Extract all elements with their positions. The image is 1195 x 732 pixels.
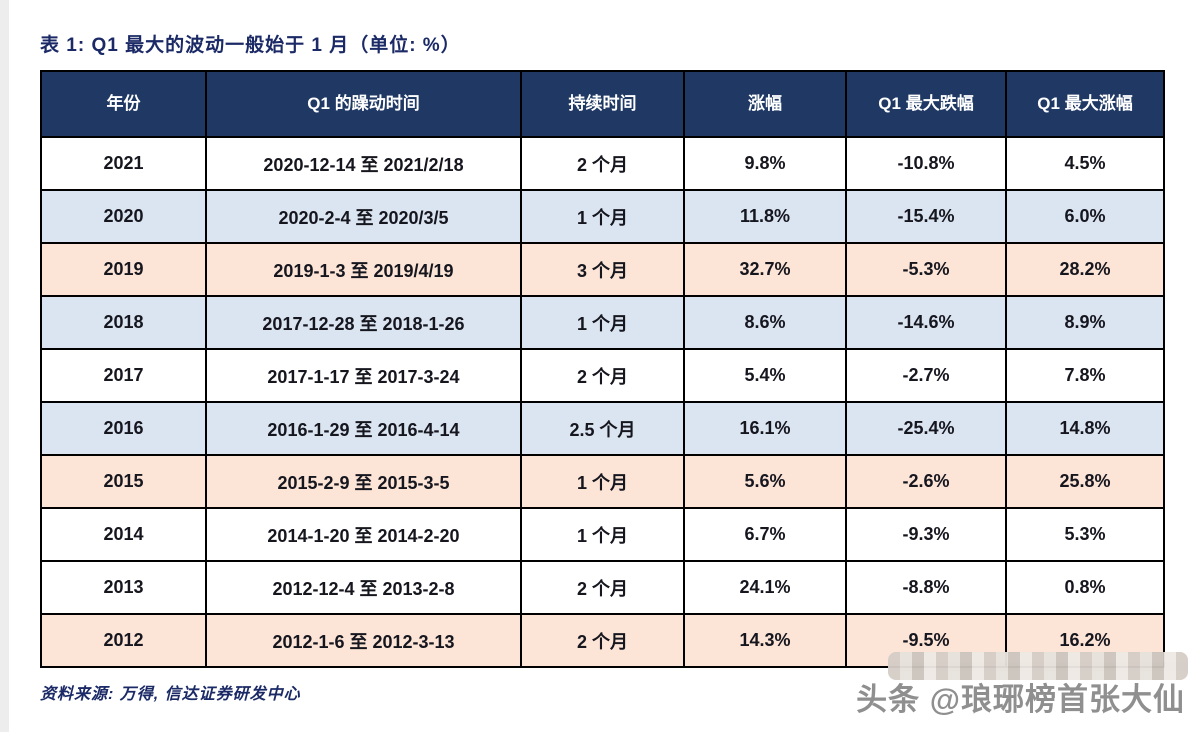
- table-cell-4: -9.3%: [845, 507, 1007, 562]
- table-cell-3: 14.3%: [683, 613, 847, 668]
- table-cell-2: 1 个月: [520, 295, 685, 350]
- page-edge-strip: [0, 0, 9, 732]
- table-cell-1: 2016-1-29 至 2016-4-14: [205, 401, 522, 456]
- table-cell-0: 2012: [40, 613, 207, 668]
- table-cell-1: 2012-1-6 至 2012-3-13: [205, 613, 522, 668]
- table-cell-1: 2014-1-20 至 2014-2-20: [205, 507, 522, 562]
- column-header-3: 涨幅: [683, 70, 847, 138]
- table-cell-0: 2021: [40, 136, 207, 191]
- table-cell-3: 5.4%: [683, 348, 847, 403]
- table-cell-2: 2.5 个月: [520, 401, 685, 456]
- table-cell-2: 3 个月: [520, 242, 685, 297]
- table-cell-2: 1 个月: [520, 454, 685, 509]
- table-cell-1: 2020-12-14 至 2021/2/18: [205, 136, 522, 191]
- table-cell-0: 2014: [40, 507, 207, 562]
- table-cell-2: 2 个月: [520, 560, 685, 615]
- table-row: 2018 2017-12-28 至 2018-1-26 1 个月 8.6% -14.6%…: [40, 295, 1165, 350]
- table-row: 2021 2020-12-14 至 2021/2/18 2 个月 9.8% -10.8%…: [40, 136, 1165, 191]
- table-cell-0: 2018: [40, 295, 207, 350]
- table-header: 年份 Q1 的躁动时间 持续时间 涨幅 Q1 最大跌幅 Q1 最大涨幅: [40, 70, 1165, 138]
- table-cell-4: -25.4%: [845, 401, 1007, 456]
- table-row: 2014 2014-1-20 至 2014-2-20 1 个月 6.7% -9.3% 5.…: [40, 507, 1165, 562]
- table-cell-5: 0.8%: [1005, 560, 1165, 615]
- table-cell-4: -2.6%: [845, 454, 1007, 509]
- table-cell-3: 32.7%: [683, 242, 847, 297]
- table-cell-1: 2017-12-28 至 2018-1-26: [205, 295, 522, 350]
- table-cell-4: -2.7%: [845, 348, 1007, 403]
- censor-blur-patch: [888, 652, 1188, 680]
- table-cell-4: -14.6%: [845, 295, 1007, 350]
- table-body: 2021 2020-12-14 至 2021/2/18 2 个月 9.8% -10.8%…: [40, 136, 1165, 668]
- table-cell-5: 7.8%: [1005, 348, 1165, 403]
- q1-volatility-table: 年份 Q1 的躁动时间 持续时间 涨幅 Q1 最大跌幅 Q1 最大涨幅 2021 2020-…: [40, 70, 1165, 668]
- table-cell-5: 6.0%: [1005, 189, 1165, 244]
- table-row: 2013 2012-12-4 至 2013-2-8 2 个月 24.1% -8.8% 0.…: [40, 560, 1165, 615]
- table-cell-2: 2 个月: [520, 613, 685, 668]
- column-header-2: 持续时间: [520, 70, 685, 138]
- table-cell-3: 5.6%: [683, 454, 847, 509]
- table-cell-0: 2015: [40, 454, 207, 509]
- table-cell-5: 25.8%: [1005, 454, 1165, 509]
- table-cell-1: 2017-1-17 至 2017-3-24: [205, 348, 522, 403]
- table-cell-4: -8.8%: [845, 560, 1007, 615]
- table-cell-5: 14.8%: [1005, 401, 1165, 456]
- table-cell-5: 8.9%: [1005, 295, 1165, 350]
- watermark-text: 头条 @琅琊榜首张大仙: [856, 682, 1185, 717]
- table-row: 2015 2015-2-9 至 2015-3-5 1 个月 5.6% -2.6% 25.8…: [40, 454, 1165, 509]
- table-title: 表 1: Q1 最大的波动一般始于 1 月（单位: %）: [40, 35, 461, 56]
- table-cell-2: 2 个月: [520, 136, 685, 191]
- table-cell-5: 28.2%: [1005, 242, 1165, 297]
- table-row: 2020 2020-2-4 至 2020/3/5 1 个月 11.8% -15.4% 6.…: [40, 189, 1165, 244]
- table-cell-0: 2019: [40, 242, 207, 297]
- table-row: 2019 2019-1-3 至 2019/4/19 3 个月 32.7% -5.3% 28…: [40, 242, 1165, 297]
- table-cell-3: 11.8%: [683, 189, 847, 244]
- table-cell-4: -15.4%: [845, 189, 1007, 244]
- table-header-row: 年份 Q1 的躁动时间 持续时间 涨幅 Q1 最大跌幅 Q1 最大涨幅: [40, 70, 1165, 138]
- table-cell-5: 4.5%: [1005, 136, 1165, 191]
- table-cell-4: -10.8%: [845, 136, 1007, 191]
- column-header-0: 年份: [40, 70, 207, 138]
- table-cell-2: 2 个月: [520, 348, 685, 403]
- column-header-5: Q1 最大涨幅: [1005, 70, 1165, 138]
- table-cell-3: 16.1%: [683, 401, 847, 456]
- table-cell-1: 2020-2-4 至 2020/3/5: [205, 189, 522, 244]
- table-cell-3: 6.7%: [683, 507, 847, 562]
- table-cell-1: 2012-12-4 至 2013-2-8: [205, 560, 522, 615]
- column-header-4: Q1 最大跌幅: [845, 70, 1007, 138]
- table-cell-2: 1 个月: [520, 507, 685, 562]
- source-note: 资料来源: 万得, 信达证券研发中心: [40, 686, 301, 703]
- table-row: 2016 2016-1-29 至 2016-4-14 2.5 个月 16.1% -25.…: [40, 401, 1165, 456]
- table-cell-2: 1 个月: [520, 189, 685, 244]
- table-cell-1: 2019-1-3 至 2019/4/19: [205, 242, 522, 297]
- table-row: 2017 2017-1-17 至 2017-3-24 2 个月 5.4% -2.7% 7.…: [40, 348, 1165, 403]
- table-cell-0: 2020: [40, 189, 207, 244]
- table-cell-5: 5.3%: [1005, 507, 1165, 562]
- column-header-1: Q1 的躁动时间: [205, 70, 522, 138]
- table-cell-0: 2016: [40, 401, 207, 456]
- table-cell-3: 24.1%: [683, 560, 847, 615]
- table-cell-0: 2017: [40, 348, 207, 403]
- table-cell-1: 2015-2-9 至 2015-3-5: [205, 454, 522, 509]
- table-cell-3: 9.8%: [683, 136, 847, 191]
- table-cell-4: -5.3%: [845, 242, 1007, 297]
- table-cell-0: 2013: [40, 560, 207, 615]
- table-cell-3: 8.6%: [683, 295, 847, 350]
